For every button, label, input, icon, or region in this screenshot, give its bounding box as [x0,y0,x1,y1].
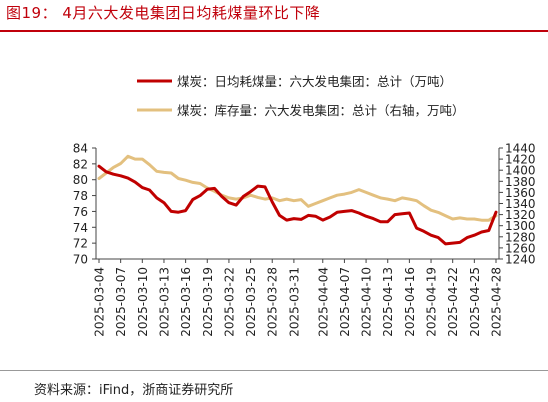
legend-label-inventory: 煤炭：库存量：六大发电集团：总计（右轴，万吨） [177,103,465,118]
y-right-tick-label: 1420 [505,153,536,167]
y-left-tick-label: 84 [73,142,88,156]
source-note: 资料来源：iFind，浙商证券研究所 [34,383,234,398]
y-right-tick-label: 1380 [505,175,536,189]
x-tick-label: 2025-03-16 [179,267,193,337]
x-tick-label: 2025-03-28 [266,267,280,337]
x-tick-label: 2025-04-13 [381,267,395,337]
y-left-tick-label: 74 [73,221,88,235]
footer-rule [0,370,548,371]
title-underline [0,30,548,32]
x-tick-label: 2025-04-28 [490,267,504,337]
y-right-tick-label: 1300 [505,219,536,233]
x-tick-label: 2025-04-19 [425,267,439,337]
y-left-tick-label: 80 [73,173,88,187]
y-left-tick-label: 82 [73,157,88,171]
series-line-consumption [97,164,498,246]
x-tick-label: 2025-03-25 [244,267,258,337]
y-left-tick-label: 76 [73,205,88,219]
x-tick-label: 2025-03-22 [222,267,236,337]
y-right-tick-label: 1400 [505,164,536,178]
legend-label-consumption: 煤炭：日均耗煤量：六大发电集团：总计（万吨） [177,74,452,89]
y-right-tick-label: 1440 [505,142,536,156]
y-left-tick-label: 78 [73,189,88,203]
x-tick-label: 2025-03-13 [157,267,171,337]
x-tick-label: 2025-04-04 [316,267,330,337]
x-tick-label: 2025-03-07 [114,267,128,337]
x-tick-label: 2025-03-04 [93,267,107,337]
figure-title: 图19： 4月六大发电集团日均耗煤量环比下降 [6,4,321,22]
x-tick-label: 2025-04-07 [338,267,352,337]
x-tick-label: 2025-04-16 [403,267,417,337]
y-right-tick-label: 1340 [505,197,536,211]
y-right-tick-label: 1240 [505,253,536,267]
x-tick-label: 2025-03-10 [136,267,150,337]
y-left-tick-label: 72 [73,237,88,251]
y-right-tick-label: 1360 [505,186,536,200]
x-tick-label: 2025-04-25 [468,267,482,337]
y-right-tick-label: 1280 [505,230,536,244]
y-right-tick-label: 1260 [505,241,536,255]
series-line-inventory [97,154,498,222]
x-tick-label: 2025-03-19 [201,267,215,337]
x-tick-label: 2025-03-31 [287,267,301,337]
y-left-tick-label: 70 [73,253,88,267]
y-right-tick-label: 1320 [505,208,536,222]
x-tick-label: 2025-04-22 [446,267,460,337]
x-tick-label: 2025-04-10 [360,267,374,337]
